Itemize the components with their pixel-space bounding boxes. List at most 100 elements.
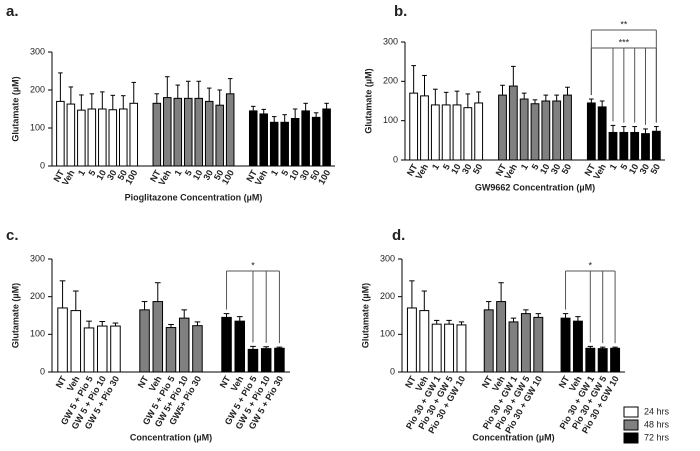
bar: [290, 118, 300, 167]
significance-label: **: [620, 19, 628, 29]
bar: [474, 102, 484, 161]
bar: [572, 320, 583, 373]
bar: [641, 133, 650, 161]
bar: [301, 110, 310, 167]
x-tick-label: 50: [115, 168, 129, 182]
bar: [57, 307, 68, 373]
y-tick-label: 300: [383, 36, 398, 46]
x-tick-label: Veh: [60, 168, 77, 187]
bar: [274, 347, 285, 373]
x-tick-label: 100: [123, 168, 139, 186]
bar: [452, 104, 462, 161]
bar: [586, 102, 596, 161]
bar: [444, 323, 455, 373]
bar: [533, 316, 544, 373]
bar: [139, 309, 150, 373]
bar: [430, 104, 440, 161]
bar: [431, 323, 442, 373]
bar: [192, 325, 203, 373]
bar: [221, 316, 232, 373]
bar: [483, 309, 494, 373]
x-tick-label: 1: [608, 162, 619, 171]
bar: [152, 102, 162, 167]
x-tick-label: 50: [308, 168, 322, 182]
y-axis-label: Glutamate (µM): [360, 283, 370, 348]
y-tick-label: 100: [383, 115, 398, 125]
y-tick-label: 0: [40, 160, 45, 170]
x-tick-label: 30: [460, 162, 474, 176]
bar: [234, 320, 246, 373]
bar: [70, 310, 82, 373]
x-tick-label: 10: [538, 162, 552, 176]
bar: [311, 116, 321, 167]
bar: [204, 100, 214, 167]
x-tick-label: 10: [627, 162, 641, 176]
bar: [173, 97, 183, 167]
bar: [87, 108, 97, 167]
x-tick-label: 10: [191, 168, 205, 182]
x-tick-label: 5: [183, 168, 194, 177]
x-tick-label: 1: [430, 162, 441, 171]
panel-label: b.: [394, 3, 407, 20]
x-tick-label: Veh: [502, 162, 519, 181]
bar: [519, 98, 529, 161]
y-axis-label: Glutamate (µM): [10, 76, 20, 141]
bar: [183, 97, 193, 167]
x-tick-label: 30: [549, 162, 563, 176]
significance-label: *: [251, 260, 255, 270]
bar: [77, 109, 86, 167]
bar: [322, 108, 331, 167]
x-tick-label: Veh: [591, 162, 608, 181]
bar: [651, 130, 661, 161]
x-tick-label: Veh: [414, 162, 431, 181]
bar: [463, 107, 473, 161]
legend-label: 72 hrs: [644, 432, 670, 442]
x-tick-label: 1: [76, 168, 87, 177]
x-tick-label: 50: [560, 162, 574, 176]
x-tick-label: 10: [449, 162, 463, 176]
y-tick-label: 100: [30, 329, 45, 339]
bar: [563, 94, 572, 161]
y-tick-label: 0: [40, 366, 45, 376]
x-tick-label: 50: [471, 162, 485, 176]
bar: [96, 325, 108, 373]
bar: [152, 301, 164, 373]
x-tick-label: 10: [94, 168, 108, 182]
y-tick-label: 200: [30, 84, 45, 94]
significance-label: ***: [619, 37, 630, 47]
bar: [178, 317, 190, 373]
x-tick-label: 30: [201, 168, 215, 182]
bar: [248, 110, 258, 167]
bar: [597, 348, 608, 373]
bar: [619, 131, 629, 161]
bar: [585, 347, 596, 373]
bar: [119, 108, 128, 167]
legend-label: 24 hrs: [644, 406, 670, 416]
x-axis-label: Concentration (µM): [130, 432, 212, 442]
bar: [496, 301, 507, 373]
bar: [108, 109, 118, 167]
bar: [409, 92, 419, 161]
bar: [260, 348, 272, 373]
y-tick-label: 100: [380, 329, 395, 339]
bar: [259, 113, 268, 167]
y-tick-label: 100: [30, 122, 45, 132]
bar: [552, 100, 562, 161]
panel-label: d.: [392, 227, 405, 244]
bar: [419, 310, 430, 373]
bar: [508, 85, 518, 161]
y-tick-label: 0: [390, 366, 395, 376]
x-axis-label: Concentration (µM): [472, 432, 554, 442]
bar: [530, 103, 540, 161]
bar: [165, 327, 177, 373]
y-tick-label: 300: [30, 46, 45, 56]
bar: [508, 321, 519, 373]
x-tick-label: 30: [105, 168, 119, 182]
significance-label: *: [589, 260, 593, 270]
bar: [98, 108, 107, 167]
x-tick-label: 5: [441, 162, 452, 171]
bar: [520, 313, 531, 373]
bar: [420, 95, 429, 161]
x-tick-label: 1: [269, 168, 280, 177]
